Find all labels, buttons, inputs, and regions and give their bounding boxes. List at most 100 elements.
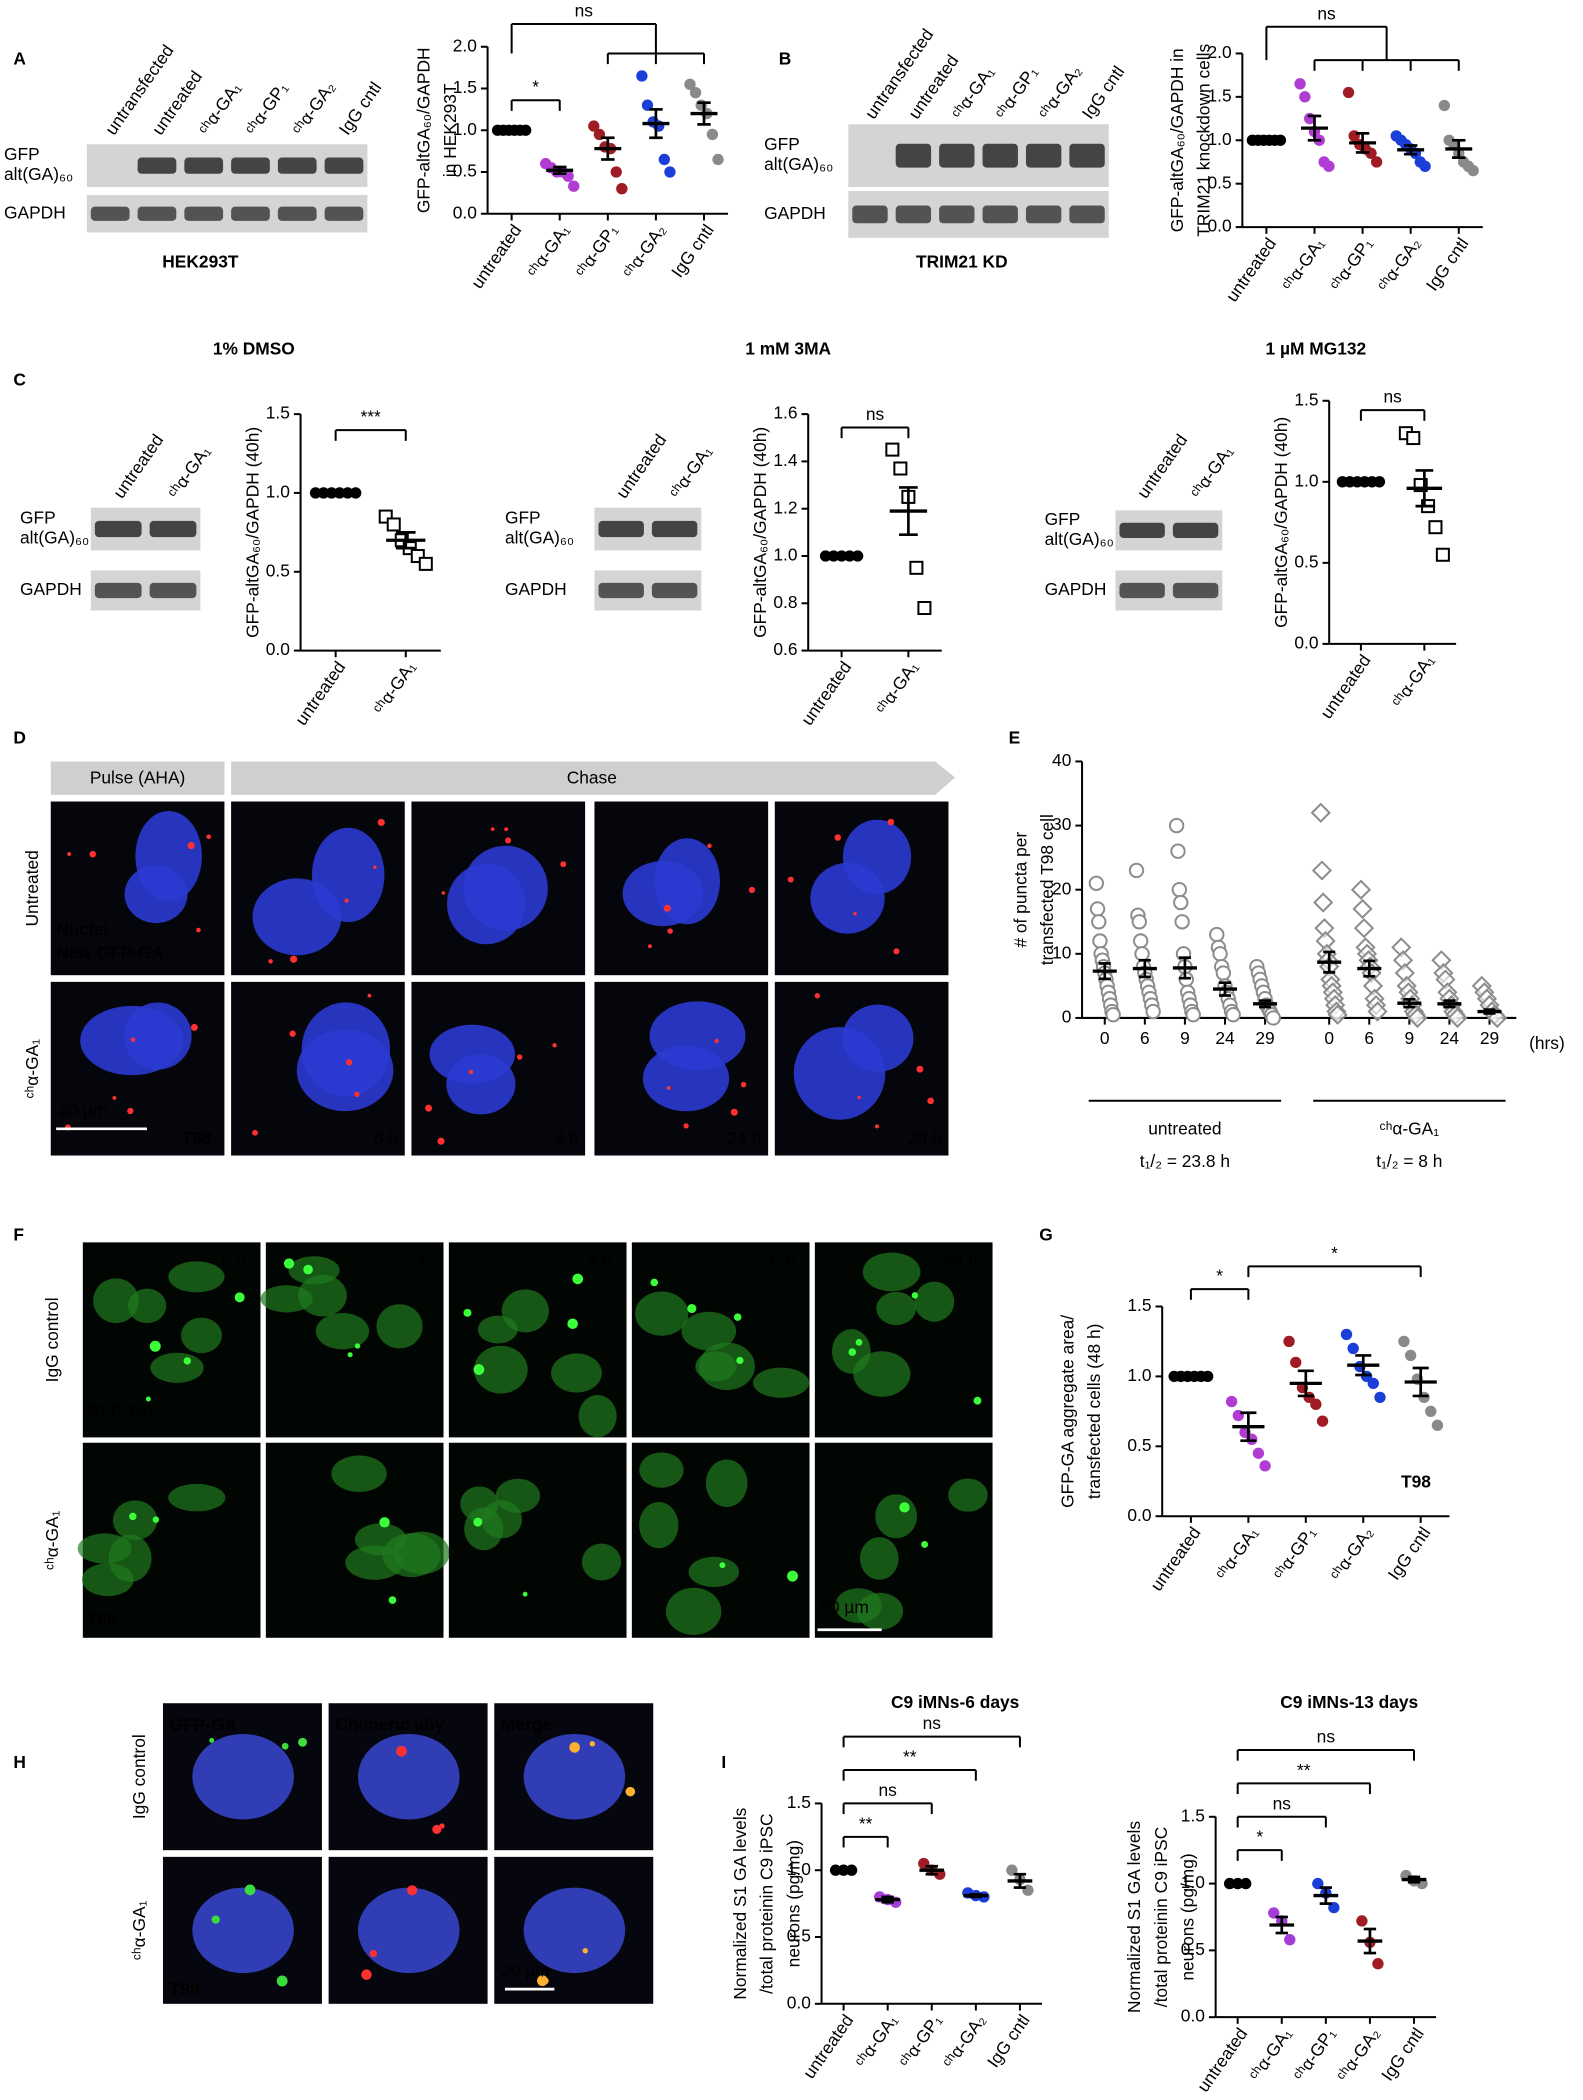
blot-band <box>895 205 932 224</box>
y-axis-label: GFP-altGA₆₀/GAPDH in <box>1167 48 1187 232</box>
punctum <box>89 850 97 858</box>
data-point <box>1370 156 1383 168</box>
nucleus <box>649 1001 746 1071</box>
channel-label: GFP-GA <box>170 1715 238 1735</box>
data-point <box>1170 843 1186 859</box>
punctum <box>569 1742 580 1753</box>
punctum <box>388 1596 397 1604</box>
data-point <box>1310 1398 1322 1411</box>
y-tick-label: 1.0 <box>787 1859 811 1879</box>
punctum <box>522 1591 528 1597</box>
row-label: alt(GA)₆₀ <box>4 164 73 184</box>
data-point <box>1312 1877 1324 1890</box>
lane-label: ᶜʰα-GA₁ <box>665 441 716 501</box>
significance: * <box>532 77 539 97</box>
data-point <box>1425 1405 1437 1418</box>
cell <box>688 1556 739 1588</box>
cell <box>112 1500 158 1541</box>
nucleus <box>446 1054 516 1115</box>
data-point <box>893 461 908 476</box>
time-label: 4 h <box>588 1251 612 1271</box>
blot-band <box>1025 143 1062 168</box>
punctum <box>129 1512 137 1521</box>
x-tick-label: 29 <box>1255 1028 1274 1048</box>
nucleus <box>358 1887 460 1974</box>
panel-label: I <box>721 1752 726 1772</box>
y-axis-label: Normalized S1 GA levels <box>730 1807 750 1999</box>
cell-line: T98 <box>87 1609 117 1629</box>
y-tick-label: 30 <box>1052 814 1071 834</box>
punctum <box>537 1975 548 1987</box>
blot-band <box>982 143 1018 168</box>
data-point <box>1212 946 1228 962</box>
stain-label: GFP-GA <box>87 1401 155 1421</box>
data-point <box>1398 1335 1410 1348</box>
cell <box>150 1352 204 1383</box>
punctum <box>666 1086 671 1090</box>
cell <box>875 1494 918 1539</box>
y-tick-label: 0.8 <box>773 592 797 612</box>
data-point <box>1419 160 1431 173</box>
data-point <box>1356 1915 1368 1927</box>
punctum <box>687 1304 697 1314</box>
phase-arrow <box>231 761 956 795</box>
cell <box>501 1289 549 1333</box>
blot-band <box>324 157 364 174</box>
data-point <box>1173 894 1189 911</box>
scale-label: 50 µm <box>820 1597 869 1617</box>
data-point <box>909 560 924 575</box>
x-tick-label: ᶜʰα-GA₂ <box>1333 2024 1384 2085</box>
nucleus <box>192 1887 294 1974</box>
half-life: t₁/₂ = 23.8 h <box>1140 1151 1230 1171</box>
punctum <box>567 1318 578 1330</box>
data-point <box>418 556 433 571</box>
y-tick-label: 0 <box>1062 1007 1072 1027</box>
time-label: 6 h <box>771 1251 795 1271</box>
y-axis-label: /total proteinin C9 iPSC <box>757 1813 777 1993</box>
punctum <box>196 927 201 933</box>
cell <box>551 1353 602 1393</box>
punctum <box>667 928 673 934</box>
punctum <box>787 876 794 883</box>
data-point <box>641 99 654 111</box>
group-label: ᶜʰα-GA₁ <box>1380 1119 1440 1139</box>
data-point <box>1372 1958 1384 1970</box>
punctum <box>973 1396 982 1405</box>
data-point <box>1407 1007 1428 1029</box>
punctum <box>345 1059 353 1066</box>
y-tick-label: 1.0 <box>1127 1365 1151 1385</box>
scale-label: 20 µm <box>501 1960 550 1980</box>
y-tick-label: 1.5 <box>453 77 477 97</box>
channel-label: Merge <box>501 1715 552 1735</box>
nucleus <box>301 1002 391 1097</box>
legend-label: New GFP-GA <box>56 942 164 962</box>
punctum <box>276 1975 288 1987</box>
y-tick-label: 1.6 <box>773 403 797 423</box>
punctum <box>354 1091 360 1097</box>
x-tick-label: 24 <box>1215 1028 1235 1048</box>
y-axis-label: TRIM21 knockdown cells <box>1194 43 1214 236</box>
punctum <box>354 1343 361 1349</box>
data-point <box>1294 78 1306 90</box>
cell <box>464 1507 504 1551</box>
row-label: IgG control <box>42 1297 62 1382</box>
row-label: GAPDH <box>1045 579 1107 599</box>
x-tick-label: 24 <box>1440 1028 1460 1048</box>
data-point <box>1283 1335 1295 1348</box>
data-point <box>885 442 900 457</box>
significance: ** <box>859 1813 873 1833</box>
punctum <box>647 944 652 949</box>
x-tick-label: ᶜʰα-GA₂ <box>619 221 670 282</box>
x-tick-label: ᶜʰα-GA₂ <box>1373 234 1424 295</box>
row-label: GFP <box>1045 509 1081 529</box>
punctum <box>663 904 671 912</box>
punctum <box>875 1124 879 1129</box>
data-point <box>1367 1377 1379 1390</box>
cell <box>853 1351 911 1397</box>
x-tick-label: ᶜʰα-GA₁ <box>851 2011 902 2071</box>
cell <box>876 1291 917 1326</box>
row-label: GAPDH <box>4 202 66 222</box>
data-point <box>1185 1007 1201 1023</box>
blot-band <box>982 205 1018 224</box>
lane-label: ᶜʰα-GA₁ <box>1186 441 1237 501</box>
